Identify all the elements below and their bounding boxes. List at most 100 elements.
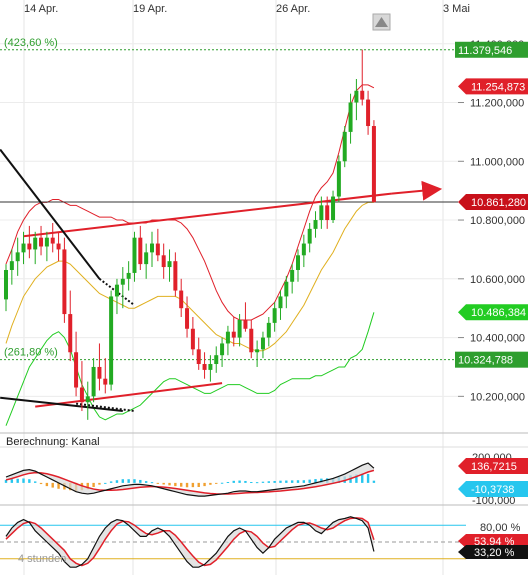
candle-body xyxy=(260,337,265,350)
macd-histogram-bar xyxy=(86,482,89,490)
price-tag-text: 11.254,873 xyxy=(471,81,525,93)
candle-body xyxy=(325,205,330,221)
candle-body xyxy=(138,237,143,265)
candle-body xyxy=(27,243,32,250)
candle-body xyxy=(371,126,376,203)
candle-body xyxy=(296,255,300,270)
candle-body xyxy=(15,252,20,262)
macd-histogram-bar xyxy=(98,482,101,485)
macd-histogram-bar xyxy=(372,480,376,483)
macd-histogram-bar xyxy=(279,480,282,483)
macd-histogram-bar xyxy=(197,482,200,487)
stoch-area xyxy=(6,516,374,568)
top-date-axis: 14 Apr. 19 Apr. 26 Apr. 3 Mai xyxy=(0,0,528,16)
macd-histogram-bar xyxy=(127,479,130,483)
triangle-up-icon xyxy=(375,17,388,27)
fib-price-tag xyxy=(455,351,528,368)
macd-line xyxy=(5,462,375,497)
macd-histogram-bar xyxy=(203,482,206,487)
candle-body xyxy=(307,228,312,244)
trend-line-lower xyxy=(35,382,223,408)
candle-body xyxy=(167,261,172,268)
y-tick-label: 10.800,000 xyxy=(470,215,525,227)
candle-body xyxy=(91,366,96,397)
fib-price-tag-text: 10.324,788 xyxy=(458,355,513,367)
price-tag xyxy=(458,78,528,95)
candle-body xyxy=(44,237,49,247)
macd-histogram-bar xyxy=(209,482,212,485)
candle-body xyxy=(278,296,283,309)
macd-histogram-bar xyxy=(366,473,370,483)
candle-body xyxy=(79,387,84,403)
macd-histogram-bar xyxy=(267,481,270,483)
macd-histogram-bar xyxy=(355,474,358,483)
candle-body xyxy=(348,102,353,132)
x-tick-label: 14 Apr. xyxy=(24,3,58,15)
macd-histogram-bar xyxy=(34,481,37,483)
candle-body xyxy=(173,261,178,291)
candle-body xyxy=(4,269,8,300)
candle-body xyxy=(249,328,254,353)
macd-histogram-bar xyxy=(104,482,107,484)
macd-histogram-bar xyxy=(51,482,54,488)
candle-body xyxy=(208,364,213,370)
macd-histogram-bar xyxy=(180,482,183,487)
candle-body xyxy=(120,278,125,285)
candle-body xyxy=(150,243,154,253)
macd-histogram-bar xyxy=(57,482,60,489)
candle-body xyxy=(74,352,79,388)
stoch-d-line xyxy=(5,517,375,567)
macd-histogram-bar xyxy=(121,479,124,483)
timeframe-label: 4 stunden xyxy=(18,553,66,565)
scroll-up-handle[interactable] xyxy=(372,13,391,31)
trend-line-extension xyxy=(391,180,443,201)
candle-body xyxy=(50,237,55,244)
macd-tag xyxy=(458,458,528,474)
candle-body xyxy=(231,331,236,338)
macd-histogram-bar xyxy=(261,481,265,483)
stoch-y-tick: 80,00 % xyxy=(480,522,521,534)
y-tick-label: 11.200,000 xyxy=(470,98,524,110)
macd-histogram-bar xyxy=(168,482,171,486)
macd-y-tick: -100,000 xyxy=(472,495,515,507)
macd-histogram-bar xyxy=(92,482,95,487)
macd-signal-line xyxy=(5,469,375,495)
macd-histogram-bar xyxy=(150,482,154,484)
macd-histogram-bar xyxy=(232,480,235,483)
y-tick-label: 10.600,000 xyxy=(470,274,525,286)
candle-body xyxy=(366,99,371,127)
candle-body xyxy=(68,314,73,353)
macd-tag-text: 136,7215 xyxy=(471,461,517,473)
candle-body xyxy=(21,243,26,253)
candle-body xyxy=(103,378,108,385)
macd-histogram-bar xyxy=(255,482,259,484)
macd-tag-text: -10,3738 xyxy=(471,484,514,496)
candle-body xyxy=(336,161,341,197)
macd-histogram-bar xyxy=(220,482,224,484)
trend-line-down-trend-2 xyxy=(0,396,123,413)
candle-body xyxy=(196,349,201,365)
candle-body xyxy=(132,237,137,273)
macd-histogram-bar xyxy=(22,478,25,483)
candle-body xyxy=(185,308,190,329)
candle-body xyxy=(342,131,347,162)
macd-histogram-bar xyxy=(156,482,160,484)
candle-body xyxy=(331,196,336,221)
macd-histogram-bar xyxy=(144,481,148,483)
candle-body xyxy=(301,243,306,256)
macd-histogram-bar xyxy=(273,480,276,483)
stoch-tag xyxy=(458,534,528,548)
macd-histogram-bar xyxy=(226,482,230,483)
candle-body xyxy=(161,255,166,268)
trend-line-down-trend-1 xyxy=(0,148,101,280)
candle-body xyxy=(202,364,207,370)
trend-line-dotted xyxy=(75,402,135,413)
candle-body xyxy=(237,319,242,338)
candle-body xyxy=(214,355,219,365)
macd-histogram-bar xyxy=(139,479,142,483)
candle-body xyxy=(155,243,160,256)
stoch-tag-text: 33,20 % xyxy=(474,547,515,559)
candle-body xyxy=(179,290,184,309)
macd-histogram-bar xyxy=(185,482,189,488)
